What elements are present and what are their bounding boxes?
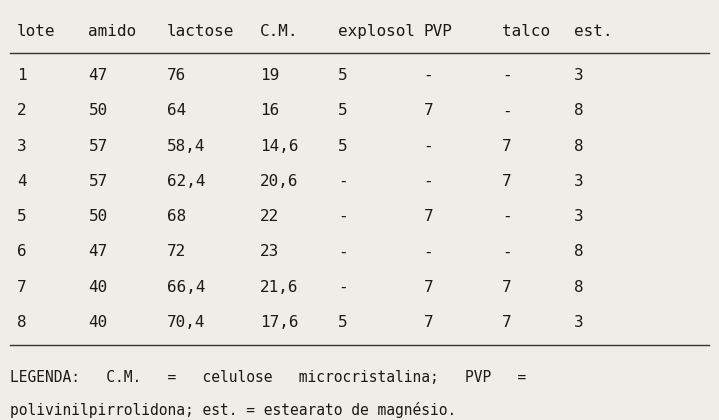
Text: -: -	[423, 139, 434, 154]
Text: 23: 23	[260, 244, 279, 260]
Text: polivinilpirrolidona; est. = estearato de magnésio.: polivinilpirrolidona; est. = estearato d…	[10, 402, 456, 417]
Text: 14,6: 14,6	[260, 139, 298, 154]
Text: 5: 5	[17, 209, 27, 224]
Text: 17,6: 17,6	[260, 315, 298, 330]
Text: 3: 3	[17, 139, 27, 154]
Text: 40: 40	[88, 315, 108, 330]
Text: 62,4: 62,4	[167, 174, 206, 189]
Text: 1: 1	[17, 68, 27, 83]
Text: 6: 6	[17, 244, 27, 260]
Text: -: -	[338, 244, 348, 260]
Text: 76: 76	[167, 68, 186, 83]
Text: 3: 3	[574, 174, 583, 189]
Text: 7: 7	[502, 280, 512, 295]
Text: 40: 40	[88, 280, 108, 295]
Text: 66,4: 66,4	[167, 280, 206, 295]
Text: 68: 68	[167, 209, 186, 224]
Text: 20,6: 20,6	[260, 174, 298, 189]
Text: 8: 8	[574, 244, 583, 260]
Text: amido: amido	[88, 24, 137, 39]
Text: 3: 3	[574, 68, 583, 83]
Text: C.M.: C.M.	[260, 24, 298, 39]
Text: 7: 7	[423, 280, 434, 295]
Text: 47: 47	[88, 244, 108, 260]
Text: 8: 8	[574, 280, 583, 295]
Text: lactose: lactose	[167, 24, 234, 39]
Text: 5: 5	[338, 139, 348, 154]
Text: 7: 7	[423, 209, 434, 224]
Text: 16: 16	[260, 103, 279, 118]
Text: -: -	[502, 244, 512, 260]
Text: -: -	[338, 280, 348, 295]
Text: 7: 7	[423, 315, 434, 330]
Text: 57: 57	[88, 139, 108, 154]
Text: -: -	[423, 68, 434, 83]
Text: 7: 7	[502, 139, 512, 154]
Text: 5: 5	[338, 315, 348, 330]
Text: 5: 5	[338, 103, 348, 118]
Text: -: -	[502, 209, 512, 224]
Text: est.: est.	[574, 24, 612, 39]
Text: -: -	[502, 68, 512, 83]
Text: -: -	[338, 174, 348, 189]
Text: PVP: PVP	[423, 24, 452, 39]
Text: 8: 8	[574, 139, 583, 154]
Text: 64: 64	[167, 103, 186, 118]
Text: -: -	[423, 244, 434, 260]
Text: 19: 19	[260, 68, 279, 83]
Text: 70,4: 70,4	[167, 315, 206, 330]
Text: 21,6: 21,6	[260, 280, 298, 295]
Text: 5: 5	[338, 68, 348, 83]
Text: LEGENDA:   C.M.   =   celulose   microcristalina;   PVP   =: LEGENDA: C.M. = celulose microcristalina…	[10, 370, 526, 385]
Text: 7: 7	[502, 174, 512, 189]
Text: 7: 7	[423, 103, 434, 118]
Text: 72: 72	[167, 244, 186, 260]
Text: 50: 50	[88, 209, 108, 224]
Text: 7: 7	[17, 280, 27, 295]
Text: talco: talco	[502, 24, 550, 39]
Text: 22: 22	[260, 209, 279, 224]
Text: 47: 47	[88, 68, 108, 83]
Text: -: -	[502, 103, 512, 118]
Text: 8: 8	[574, 103, 583, 118]
Text: 2: 2	[17, 103, 27, 118]
Text: 3: 3	[574, 209, 583, 224]
Text: -: -	[423, 174, 434, 189]
Text: lote: lote	[17, 24, 55, 39]
Text: 8: 8	[17, 315, 27, 330]
Text: 7: 7	[502, 315, 512, 330]
Text: explosol: explosol	[338, 24, 415, 39]
Text: 4: 4	[17, 174, 27, 189]
Text: 3: 3	[574, 315, 583, 330]
Text: 57: 57	[88, 174, 108, 189]
Text: -: -	[338, 209, 348, 224]
Text: 58,4: 58,4	[167, 139, 206, 154]
Text: 50: 50	[88, 103, 108, 118]
